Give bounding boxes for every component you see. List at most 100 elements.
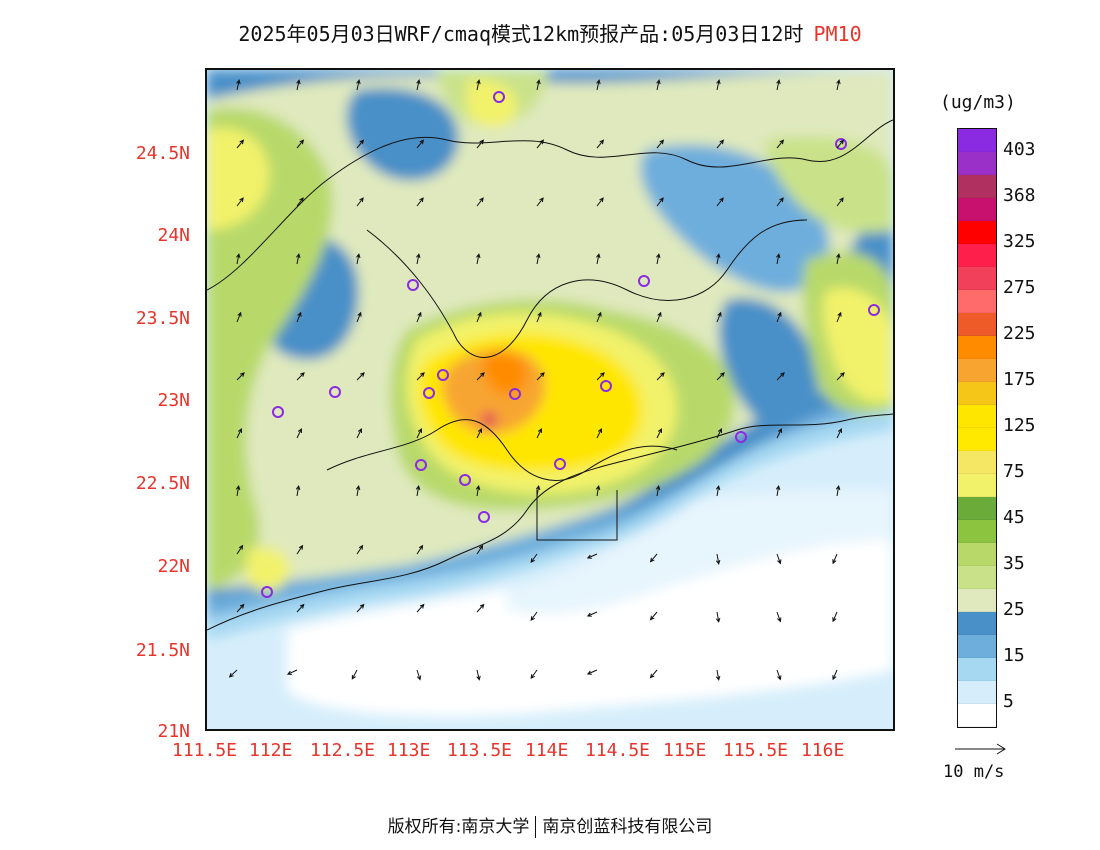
wind-arrow (296, 79, 301, 91)
wind-arrow (649, 553, 658, 563)
wind-arrow (596, 253, 601, 265)
legend-bin (958, 290, 996, 313)
wind-arrow (716, 197, 724, 207)
legend-label: 25 (1003, 599, 1025, 620)
wind-arrow (536, 428, 542, 439)
wind-arrow (236, 139, 245, 149)
wind-arrow (416, 428, 422, 439)
wind-arrow (530, 553, 538, 564)
legend-bin (958, 175, 996, 198)
legend-bin (958, 681, 996, 704)
legend-bin (958, 221, 996, 244)
y-tick-23n: 23N (157, 390, 190, 411)
wind-arrow (356, 428, 362, 439)
wind-arrow (476, 79, 481, 91)
legend-label: 368 (1003, 185, 1036, 206)
y-tick-23-5n: 23.5N (135, 308, 190, 329)
wind-arrow (716, 79, 721, 91)
copyright-left: 版权所有:南京大学 (387, 817, 530, 837)
wind-arrow (536, 197, 544, 207)
x-tick-111-5e: 111.5E (172, 740, 238, 761)
city-markers (261, 91, 880, 598)
wind-arrow (586, 553, 598, 559)
wind-arrow (476, 311, 482, 323)
wind-arrow (536, 79, 541, 91)
wind-arrow (536, 311, 542, 323)
y-tick-21n: 21N (157, 721, 190, 742)
wind-arrow (476, 669, 481, 681)
wind-arrow (535, 485, 541, 497)
wind-arrow (832, 669, 838, 681)
legend-label: 15 (1003, 645, 1025, 666)
legend-bin (958, 612, 996, 635)
wind-arrow (776, 197, 784, 207)
legend-bin (958, 359, 996, 382)
wind-arrow (776, 428, 782, 439)
wind-arrow (656, 372, 665, 381)
copyright-right: 南京创蓝科技有限公司 (542, 817, 713, 837)
wind-reference-arrow (955, 743, 1006, 755)
legend-bin (958, 244, 996, 267)
wind-vectors (228, 79, 845, 681)
wind-arrow (715, 669, 721, 681)
wind-arrow (649, 669, 658, 679)
wind-arrow (296, 311, 302, 323)
wind-arrow (596, 428, 602, 439)
wind-arrow (236, 372, 245, 381)
wind-arrow (596, 139, 605, 149)
wind-arrow (236, 79, 241, 91)
legend-bin (958, 543, 996, 566)
wind-arrow (296, 428, 302, 439)
wind-arrow (716, 428, 722, 439)
wind-arrow (715, 485, 721, 497)
legend-bin (958, 566, 996, 589)
wind-arrow (530, 669, 538, 680)
legend-bin (958, 313, 996, 336)
wind-arrow (355, 485, 361, 497)
legend-bin (958, 198, 996, 221)
wind-arrow (356, 544, 364, 555)
y-tick-22n: 22N (157, 556, 190, 577)
wind-arrow (476, 372, 485, 381)
wind-arrow (296, 139, 305, 149)
legend-bin (958, 428, 996, 451)
wind-arrow (836, 428, 842, 439)
wind-arrow (716, 372, 725, 381)
wind-arrow (530, 611, 538, 622)
wind-arrow (236, 197, 244, 207)
legend-bin (958, 520, 996, 543)
x-tick-113e: 113E (387, 740, 431, 761)
wind-arrow (716, 139, 725, 149)
y-tick-24-5n: 24.5N (135, 143, 190, 164)
wind-arrow (536, 139, 545, 149)
color-legend (957, 128, 997, 728)
x-tick-113-5e: 113.5E (447, 740, 513, 761)
legend-bin (958, 704, 996, 727)
pm10-field-map (207, 70, 893, 729)
wind-arrow (836, 372, 845, 381)
wind-arrow (656, 79, 661, 91)
wind-arrow (832, 611, 838, 623)
legend-bin (958, 129, 996, 152)
wind-reference-label: 10 m/s (943, 762, 1005, 782)
wind-arrow (416, 197, 424, 207)
legend-bin (958, 635, 996, 658)
wind-arrow (356, 311, 362, 323)
wind-arrow (236, 253, 241, 265)
wind-arrow (286, 669, 298, 675)
wind-arrow (356, 79, 361, 91)
legend-bin (958, 382, 996, 405)
legend-label: 403 (1003, 139, 1036, 160)
wind-arrow (296, 253, 301, 265)
wind-arrow (716, 253, 721, 265)
pm10-map-panel (205, 68, 895, 731)
wind-arrow (715, 553, 721, 565)
wind-arrow (836, 253, 841, 265)
wind-arrow (235, 485, 241, 497)
wind-arrow (356, 197, 364, 207)
legend-bin (958, 497, 996, 520)
wind-arrow (776, 253, 781, 265)
wind-arrow (832, 553, 838, 565)
wind-arrow (476, 428, 482, 439)
wind-arrow (596, 372, 605, 381)
